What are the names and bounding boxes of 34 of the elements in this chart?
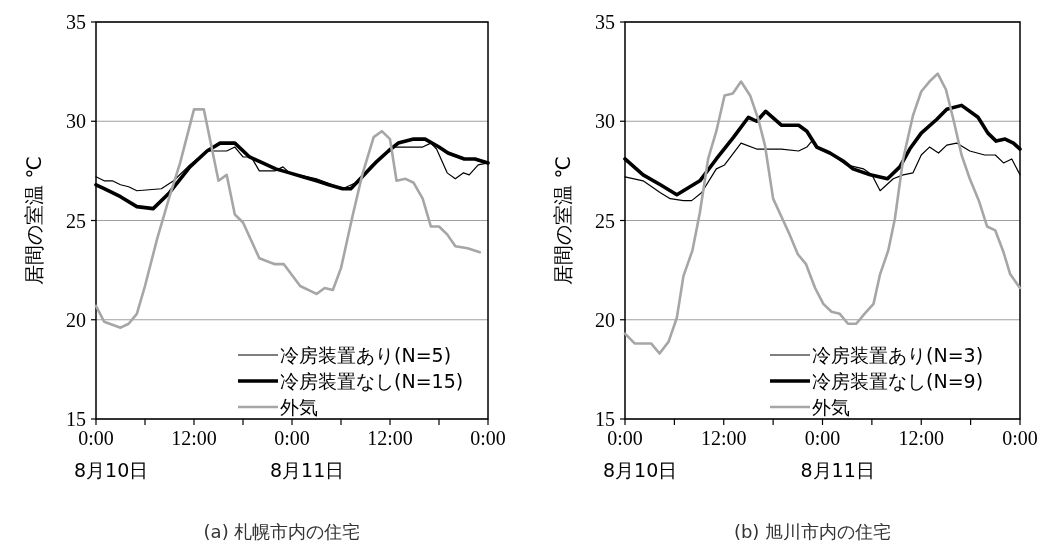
y-axis-title: 居間の室温 ℃: [551, 156, 575, 285]
y-tick-label: 30: [66, 110, 86, 133]
y-tick-label: 25: [595, 209, 615, 232]
text: 8月10日: [603, 459, 678, 481]
x-tick-label: 0:00: [274, 427, 310, 449]
legend-label: 冷房装置なし(N=9): [812, 370, 984, 392]
legend-label: 冷房装置あり(N=3): [812, 344, 984, 366]
x-tick-label: 12:00: [898, 427, 945, 449]
x-tick-label: 12:00: [367, 427, 413, 449]
x-tick-label: 0:00: [470, 427, 506, 449]
x-tick-label: 0:00: [607, 427, 643, 449]
x-tick-label: 12:00: [171, 427, 217, 449]
x-tick-label: 0:00: [804, 427, 841, 449]
legend-label: 冷房装置なし(N=15): [280, 370, 464, 392]
legend-label: 外気: [280, 396, 318, 418]
y-tick-label: 30: [595, 110, 615, 133]
x-tick-label: 0:00: [78, 427, 114, 449]
text: 8月11日: [270, 459, 345, 481]
y-tick-label: 35: [66, 11, 86, 33]
y-tick-label: 15: [595, 408, 615, 430]
y-tick-label: 15: [66, 408, 86, 430]
y-axis-title: 居間の室温 ℃: [22, 156, 46, 285]
text: 8月10日: [74, 459, 149, 481]
y-tick-label: 35: [595, 11, 615, 33]
y-tick-label: 25: [66, 209, 86, 232]
text: 8月11日: [800, 459, 875, 481]
y-tick-label: 20: [595, 308, 615, 331]
legend-label: 冷房装置あり(N=5): [280, 344, 452, 366]
text: (b) 旭川市内の住宅: [733, 521, 892, 542]
x-tick-label: 12:00: [700, 427, 747, 449]
y-tick-label: 20: [66, 308, 86, 331]
text: (a) 札幌市内の住宅: [203, 521, 361, 542]
x-tick-label: 0:00: [1002, 427, 1038, 449]
legend-label: 外気: [812, 396, 850, 418]
